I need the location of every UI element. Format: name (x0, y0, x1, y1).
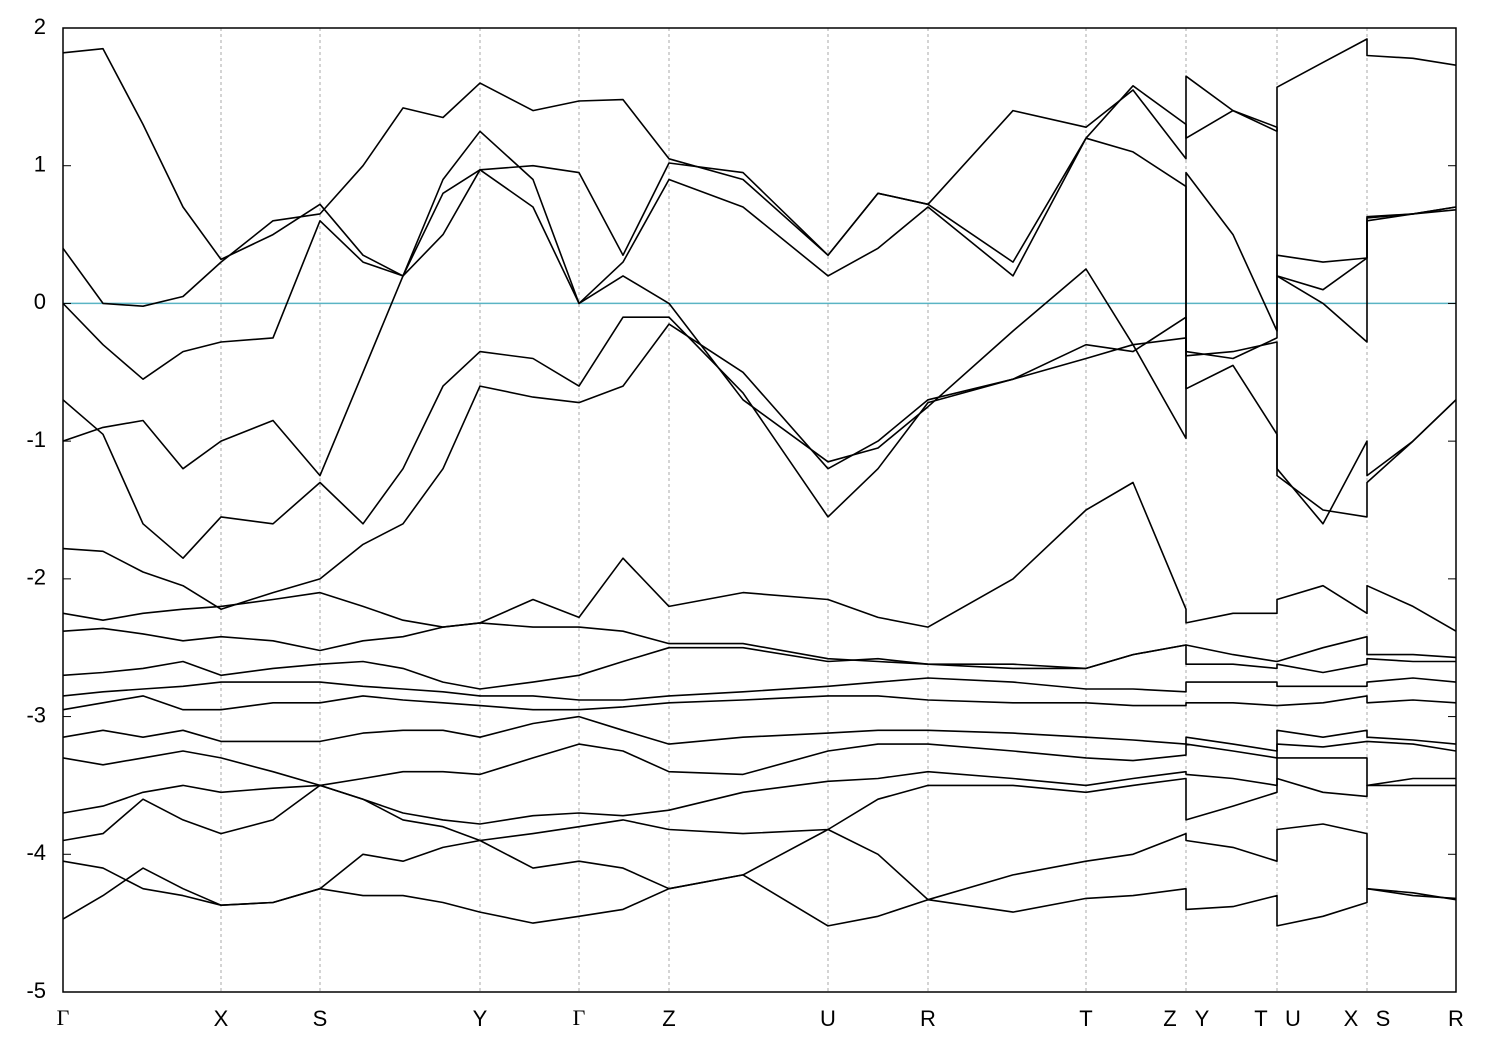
x-tick-label: Z (662, 1006, 675, 1031)
x-tick-label: X (214, 1006, 229, 1031)
plot-frame (62, 27, 1457, 993)
x-tick-label: U (1285, 1006, 1301, 1031)
x-tick-label: X (1344, 1006, 1359, 1031)
y-tick-label: -4 (26, 840, 46, 865)
x-tick-label: R (920, 1006, 936, 1031)
x-tick-label: S (313, 1006, 328, 1031)
band-line (63, 867, 1456, 927)
x-tick-label: R (1448, 1006, 1464, 1031)
band-line (63, 622, 1456, 670)
x-tick-label: S (1376, 1006, 1391, 1031)
band-line (63, 740, 1456, 787)
x-tick-label: Y (1195, 1006, 1210, 1031)
y-tick-label: -3 (26, 702, 46, 727)
band-line (63, 644, 1456, 690)
x-tick-label: Γ (573, 1005, 586, 1030)
band-line (63, 47, 1456, 291)
band-line (63, 169, 1456, 477)
y-tick-label: 2 (34, 14, 46, 39)
band-line (63, 823, 1456, 906)
x-tick-label: U (820, 1006, 836, 1031)
band-line (63, 695, 1456, 711)
band-line (63, 38, 1456, 307)
band-line (63, 323, 1456, 610)
band-line (63, 677, 1456, 701)
y-tick-label: 0 (34, 289, 46, 314)
band-line (63, 757, 1456, 825)
grid (62, 28, 1457, 992)
band-line (63, 316, 1456, 559)
y-tick-label: -1 (26, 427, 46, 452)
x-tick-label: Y (473, 1006, 488, 1031)
y-tick-label: 1 (34, 152, 46, 177)
y-tick-label: -5 (26, 978, 46, 1003)
band-line (63, 130, 1456, 380)
bands (63, 38, 1456, 927)
x-tick-label: Γ (57, 1005, 70, 1030)
y-tick-label: -2 (26, 565, 46, 590)
x-tick-label: Z (1163, 1006, 1176, 1031)
x-tick-label: T (1079, 1006, 1092, 1031)
band-line (63, 715, 1456, 752)
band-line (63, 481, 1456, 632)
x-tick-label: T (1254, 1006, 1267, 1031)
